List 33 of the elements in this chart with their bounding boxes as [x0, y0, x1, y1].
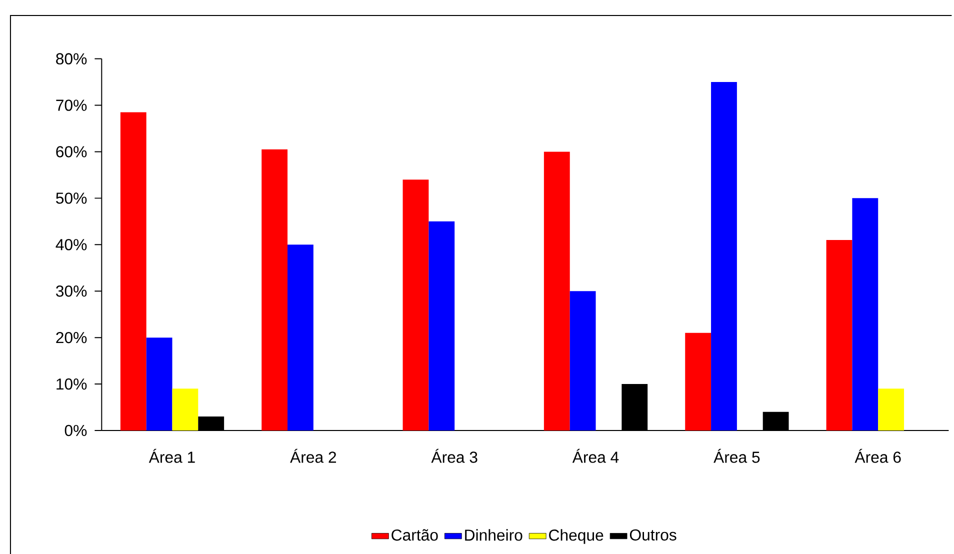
y-tick-label: 60%: [56, 146, 87, 158]
bar: [852, 198, 878, 430]
x-tick-label: Área 2: [290, 448, 336, 463]
x-tick-label: Área 5: [714, 448, 760, 463]
legend-label: Cheque: [549, 529, 604, 544]
bar: [262, 149, 288, 430]
y-tick-label: 40%: [56, 238, 87, 250]
bar: [120, 112, 146, 430]
y-tick-label: 0%: [64, 424, 87, 436]
y-tick-label: 80%: [56, 53, 87, 64]
bar: [428, 221, 455, 430]
bar: [570, 291, 596, 430]
legend-label: Outros: [630, 529, 676, 541]
bar: [172, 388, 198, 430]
x-tick-label: Área 4: [572, 448, 619, 463]
y-tick-label: 20%: [56, 332, 87, 344]
bar: [402, 180, 429, 430]
y-tick-label: 30%: [56, 285, 87, 297]
x-tick-label: Área 6: [854, 448, 901, 463]
x-tick-label: Área 1: [148, 448, 195, 463]
legend-label: Cartão: [392, 529, 438, 541]
y-tick-label: 10%: [56, 378, 87, 390]
bar: [685, 332, 712, 430]
bar: [826, 240, 852, 430]
y-tick-label: 70%: [56, 100, 87, 111]
bar: [544, 152, 570, 430]
bar: [878, 388, 904, 430]
bar: [146, 338, 172, 430]
y-tick-label: 50%: [56, 192, 87, 204]
legend-label: Dinheiro: [465, 529, 522, 541]
bar: [711, 82, 737, 430]
x-tick-label: Área 3: [431, 448, 478, 463]
bar: [288, 244, 314, 430]
